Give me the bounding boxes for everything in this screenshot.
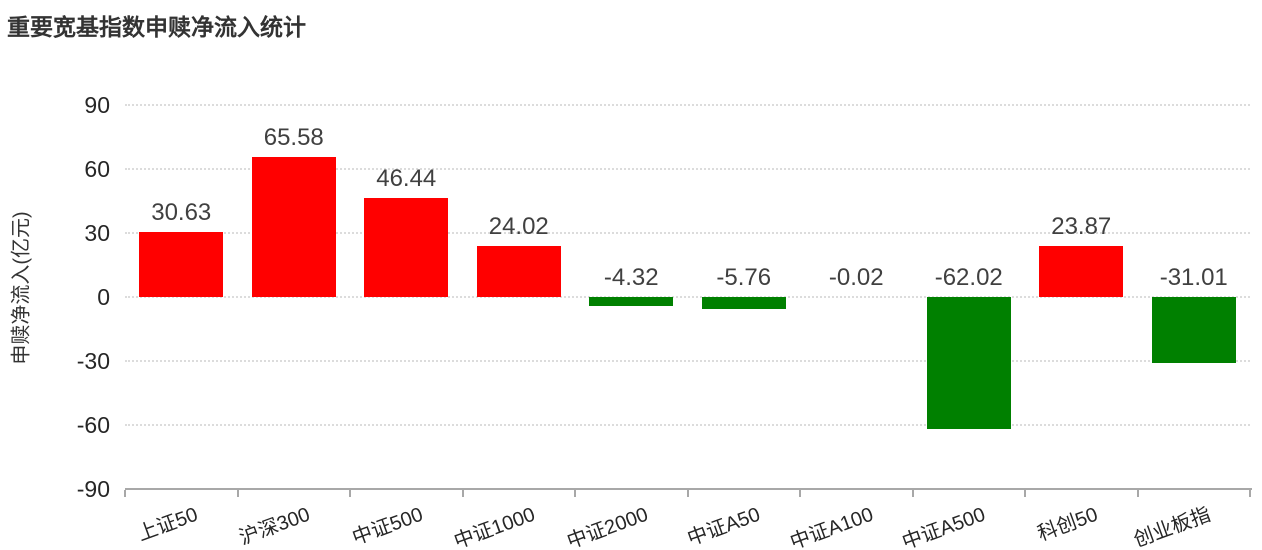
bar-上证50 — [139, 231, 224, 297]
x-category-label: 中证A50 — [684, 503, 764, 550]
bar-沪深300 — [251, 157, 336, 297]
gridline-y-30 — [125, 232, 1250, 234]
chart-title: 重要宽基指数申赎净流入统计 — [7, 14, 306, 40]
x-category-label: 中证2000 — [563, 503, 651, 550]
x-category-label: 科创50 — [1034, 503, 1101, 546]
y-tick-label: 0 — [97, 284, 110, 310]
value-label: -5.76 — [716, 264, 772, 291]
x-category-label: 中证1000 — [451, 503, 539, 550]
x-axis-tick — [799, 490, 801, 497]
x-axis-tick — [461, 490, 464, 497]
value-label: 30.63 — [151, 198, 212, 226]
gridline-y-0 — [125, 296, 1250, 298]
x-axis-tick — [1136, 490, 1139, 497]
x-category-label: 沪深300 — [236, 503, 314, 550]
value-label: 23.87 — [1051, 213, 1112, 241]
bar-中证A500 — [926, 297, 1011, 430]
x-axis-tick — [686, 490, 689, 497]
y-tick-label: 90 — [84, 92, 110, 118]
bar-中证1000 — [476, 245, 561, 297]
value-label: 46.44 — [376, 164, 437, 192]
x-category-label: 创业板指 — [1130, 503, 1214, 550]
gridline-y-60 — [125, 168, 1250, 170]
value-label: -4.32 — [603, 264, 659, 291]
value-label: 65.58 — [263, 124, 324, 152]
y-tick-label: -60 — [76, 412, 110, 438]
x-axis-tick — [574, 490, 576, 497]
y-tick-label: -90 — [76, 476, 110, 502]
x-axis-tick — [349, 490, 351, 497]
y-tick-label: 60 — [84, 156, 110, 182]
gridline-y--30 — [125, 360, 1250, 362]
bar-中证500 — [364, 197, 449, 297]
x-axis-tick — [1249, 490, 1251, 497]
gridline-y-90 — [125, 104, 1250, 106]
x-axis-tick — [124, 490, 126, 497]
value-label: -0.02 — [828, 264, 884, 291]
x-category-label: 中证500 — [349, 503, 426, 550]
x-axis-tick — [236, 490, 239, 497]
value-label: 24.02 — [488, 212, 549, 240]
x-axis-line — [125, 488, 1252, 490]
bar-科创50 — [1039, 246, 1124, 297]
x-category-label: 中证A500 — [899, 503, 989, 550]
x-axis-tick — [911, 490, 914, 497]
bar-中证A50 — [701, 297, 786, 310]
value-label: -62.02 — [934, 264, 1003, 291]
value-label: -31.01 — [1159, 264, 1228, 291]
y-tick-label: 30 — [84, 220, 110, 246]
y-axis-title: 申赎净流入(亿元) — [10, 211, 33, 365]
bar-创业板指 — [1151, 297, 1236, 364]
gridline-y--60 — [125, 424, 1250, 426]
bar-中证2000 — [589, 297, 674, 307]
y-tick-label: -30 — [76, 348, 110, 374]
x-category-label: 中证A100 — [786, 503, 876, 550]
x-category-label: 上证50 — [134, 503, 201, 546]
x-axis-tick — [1024, 490, 1026, 497]
